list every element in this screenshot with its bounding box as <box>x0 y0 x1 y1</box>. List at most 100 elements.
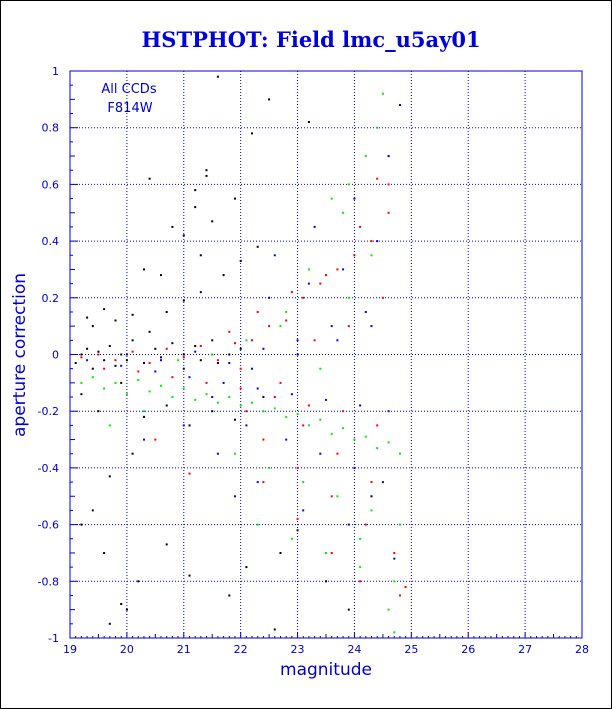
data-point <box>177 359 180 362</box>
data-point <box>290 291 293 294</box>
data-point <box>285 415 288 418</box>
data-point <box>370 509 373 512</box>
data-point <box>211 396 214 398</box>
data-point <box>148 177 151 180</box>
data-point <box>211 353 214 356</box>
data-point <box>182 367 185 370</box>
data-point <box>137 370 140 373</box>
data-point <box>330 325 333 328</box>
data-point <box>399 523 401 526</box>
data-point <box>307 282 310 285</box>
data-point <box>296 517 299 520</box>
data-point <box>387 441 390 444</box>
data-point <box>370 325 373 328</box>
data-point <box>313 225 316 228</box>
data-point <box>160 384 162 387</box>
data-point <box>160 356 162 359</box>
data-point <box>194 398 197 401</box>
data-point <box>285 438 288 441</box>
y-tick-label: 1 <box>52 65 59 78</box>
data-point <box>216 362 219 364</box>
data-point <box>103 367 106 370</box>
data-point <box>296 353 299 356</box>
data-point <box>262 438 265 441</box>
data-point <box>108 345 111 347</box>
data-point <box>381 92 384 95</box>
data-point <box>347 183 350 186</box>
data-point <box>216 452 219 455</box>
data-point <box>154 370 157 373</box>
data-point <box>353 438 356 441</box>
data-point <box>325 398 327 401</box>
data-point <box>171 342 174 345</box>
data-point <box>188 424 191 427</box>
data-point <box>376 177 379 180</box>
data-point <box>393 631 396 634</box>
data-point <box>245 410 248 413</box>
data-point <box>239 259 242 262</box>
data-point <box>376 447 379 450</box>
data-point <box>165 311 168 313</box>
chart-title: HSTPHOT: Field lmc_u5ay01 <box>141 27 480 52</box>
x-tick-label: 21 <box>177 643 191 656</box>
data-point <box>381 481 384 484</box>
x-tick-label: 25 <box>404 643 418 656</box>
data-point <box>194 350 197 353</box>
data-point <box>182 234 185 237</box>
data-point <box>256 311 259 313</box>
data-point <box>370 481 373 484</box>
data-point <box>353 254 356 257</box>
data-point <box>86 316 89 319</box>
data-point <box>307 424 310 427</box>
x-axis-ticks: 19 20 21 22 23 24 25 26 27 28 <box>63 632 589 656</box>
data-point <box>393 580 396 583</box>
data-point <box>268 98 271 101</box>
data-point <box>307 121 310 123</box>
data-point <box>399 104 401 106</box>
data-point <box>125 359 128 362</box>
data-point <box>160 359 162 362</box>
data-point <box>376 424 379 427</box>
data-point <box>80 393 83 396</box>
data-point <box>103 359 106 362</box>
y-axis-label: aperture correction <box>10 273 30 437</box>
data-point <box>120 364 123 367</box>
data-point <box>353 466 356 469</box>
data-point <box>393 552 396 554</box>
data-point <box>387 155 390 158</box>
data-point <box>125 393 128 396</box>
data-point <box>143 362 145 364</box>
data-point <box>393 557 396 560</box>
data-point <box>216 401 219 404</box>
data-point <box>279 552 282 554</box>
data-point <box>160 274 162 277</box>
y-tick-label: 0.2 <box>42 292 60 305</box>
data-point <box>97 353 100 356</box>
data-point <box>182 424 185 427</box>
data-point <box>313 339 316 342</box>
data-point <box>359 404 362 407</box>
data-point <box>399 594 401 597</box>
data-point <box>296 339 299 342</box>
data-point <box>165 543 168 546</box>
data-point <box>256 481 259 484</box>
data-point <box>273 254 276 257</box>
data-point <box>325 552 327 554</box>
data-point <box>279 381 282 384</box>
data-point <box>347 296 350 299</box>
y-tick-label: 0.4 <box>42 235 60 248</box>
data-point <box>120 381 123 384</box>
data-point <box>256 387 259 390</box>
data-point <box>330 432 333 435</box>
data-point <box>154 438 157 441</box>
data-point <box>205 174 208 177</box>
annotation-ccds: All CCDs <box>101 82 156 97</box>
data-point <box>262 347 265 350</box>
data-point <box>330 552 333 554</box>
data-point <box>86 359 89 362</box>
y-tick-label: -0.2 <box>38 405 59 418</box>
data-points <box>74 75 407 634</box>
x-axis-label: magnitude <box>280 660 372 680</box>
y-tick-label: 0 <box>52 349 59 362</box>
